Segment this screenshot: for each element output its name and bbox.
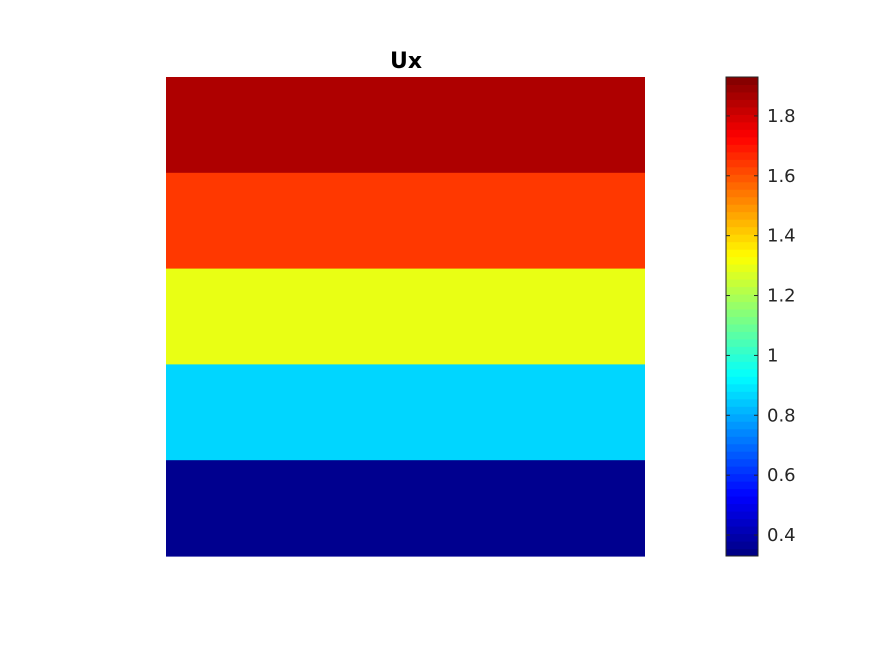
colorbar-segment (726, 129, 758, 138)
colorbar-segment (726, 496, 758, 505)
colorbar-segment (726, 121, 758, 130)
colorbar-segment (726, 84, 758, 93)
colorbar-segment (726, 174, 758, 183)
colorbar-segment (726, 91, 758, 100)
colorbar-segment (726, 406, 758, 415)
colorbar-tick-label: 1.4 (767, 226, 796, 247)
plot-area (166, 77, 645, 557)
colorbar-segment (726, 151, 758, 160)
colorbar-segment (726, 226, 758, 235)
colorbar-segment (726, 548, 758, 557)
colorbar-segment (726, 234, 758, 243)
colorbar-tick-label: 1.8 (767, 106, 796, 127)
colorbar-segment (726, 503, 758, 512)
colorbar-segment (726, 316, 758, 325)
colorbar-segment (726, 301, 758, 310)
colorbar-segment (726, 511, 758, 520)
colorbar-segment (726, 309, 758, 317)
heatmap-band (166, 77, 645, 174)
colorbar-tick-label: 1.2 (767, 286, 796, 307)
colorbar-segment (726, 376, 758, 385)
colorbar-segment (726, 413, 758, 422)
colorbar-segment (726, 256, 758, 265)
colorbar-tick-label: 1 (767, 345, 778, 366)
colorbar-segment (726, 331, 758, 340)
colorbar-segment (726, 421, 758, 430)
colorbar-segment (726, 541, 758, 550)
colorbar-segment (726, 473, 758, 482)
colorbar-segment (726, 391, 758, 400)
colorbar-segment (726, 383, 758, 392)
colorbar-segment (726, 361, 758, 370)
colorbar-tick-label: 0.8 (767, 405, 796, 426)
colorbar-segment (726, 488, 758, 497)
colorbar-segment (726, 398, 758, 407)
colorbar-segment (726, 196, 758, 205)
colorbar-tick-label: 1.6 (767, 166, 796, 187)
colorbar-segment (726, 114, 758, 123)
colorbar-segment (726, 279, 758, 288)
colorbar-segment (726, 368, 758, 377)
colorbar-segment (726, 353, 758, 362)
colorbar: 0.4 0.6 0.8 1 1.2 1.4 1.6 1.8 (725, 76, 796, 557)
colorbar-segment (726, 204, 758, 213)
colorbar-segment (726, 294, 758, 303)
heatmap-band (166, 172, 645, 270)
chart-title: Ux (390, 49, 422, 74)
colorbar-segment (726, 144, 758, 153)
colorbar-segment (726, 518, 758, 527)
colorbar-segment (726, 458, 758, 467)
colorbar-segment (726, 533, 758, 542)
colorbar-segment (726, 466, 758, 475)
colorbar-segment (726, 181, 758, 190)
colorbar-segment (726, 77, 758, 85)
colorbar-tick-label: 0.6 (767, 465, 796, 486)
colorbar-segment (726, 346, 758, 355)
colorbar-segment (726, 189, 758, 198)
colorbar-tick-label: 0.4 (767, 525, 796, 546)
colorbar-segment (726, 481, 758, 490)
colorbar-segment (726, 526, 758, 535)
colorbar-segment (726, 136, 758, 145)
colorbar-segment (726, 249, 758, 258)
colorbar-frame (725, 76, 759, 557)
colorbar-segment (726, 99, 758, 108)
colorbar-segment (726, 211, 758, 220)
colorbar-segment (726, 428, 758, 437)
heatmap-band (166, 460, 645, 557)
colorbar-segment (726, 219, 758, 228)
colorbar-segment (726, 443, 758, 452)
heatmap-band (166, 364, 645, 461)
colorbar-segment (726, 338, 758, 347)
colorbar-segment (726, 166, 758, 175)
colorbar-segment (726, 264, 758, 273)
colorbar-segment (726, 451, 758, 460)
colorbar-segment (726, 106, 758, 115)
colorbar-segment (726, 159, 758, 168)
colorbar-segment (726, 286, 758, 295)
colorbar-segment (726, 323, 758, 332)
heatmap-band (166, 268, 645, 365)
colorbar-segment (726, 436, 758, 445)
colorbar-segment (726, 271, 758, 280)
colorbar-segment (726, 241, 758, 250)
